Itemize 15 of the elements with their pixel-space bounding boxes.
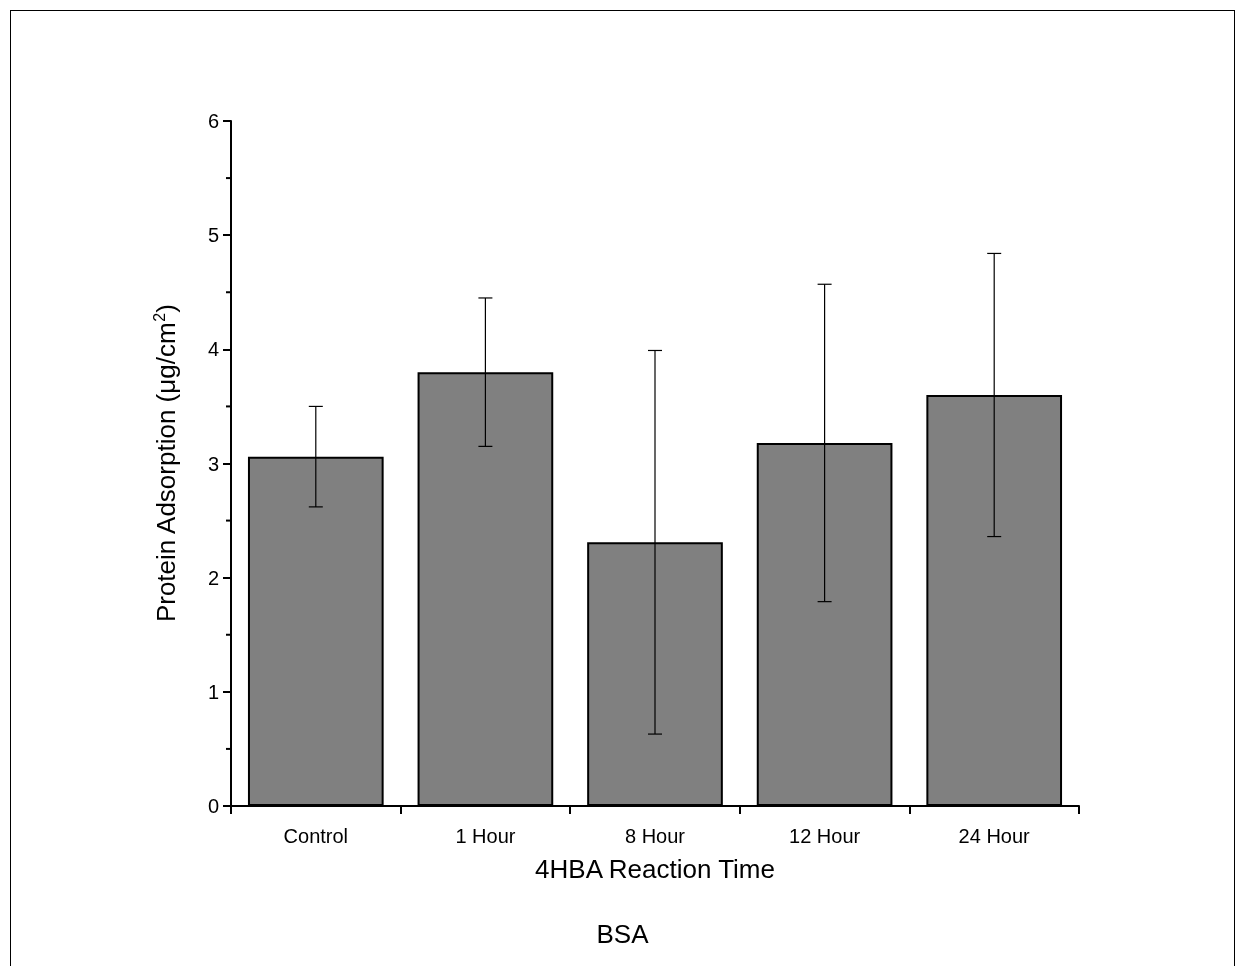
x-tick-label: 24 Hour	[958, 825, 1031, 847]
y-tick-label: 5	[207, 224, 219, 247]
x-tick-label: 8 Hour	[624, 825, 686, 847]
x-tick-label: 1 Hour	[455, 825, 516, 847]
y-axis-title: Protein Adsorption (μg/cm2)	[150, 304, 181, 623]
y-tick-label: 6	[207, 110, 219, 132]
y-tick-label: 3	[207, 452, 219, 475]
y-tick-label: 4	[207, 338, 219, 361]
y-tick-label: 2	[207, 566, 219, 589]
y-tick-label: 0	[207, 795, 219, 817]
x-tick-label: Control	[283, 825, 349, 847]
text: BSA	[596, 919, 650, 949]
x-axis-title: 4HBA Reaction Time	[535, 854, 775, 884]
y-tick-label: 1	[207, 680, 219, 703]
x-tick-label: 12 Hour	[789, 825, 861, 847]
